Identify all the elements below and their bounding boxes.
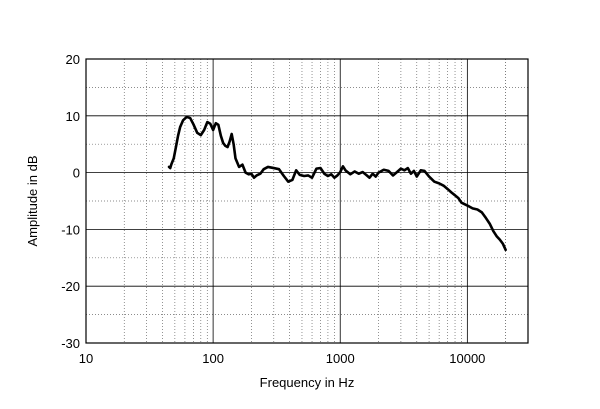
y-tick-label: 10 — [66, 109, 80, 124]
y-tick-label: 0 — [73, 166, 80, 181]
y-axis-title: Amplitude in dB — [25, 155, 40, 246]
plot-frame — [85, 58, 529, 344]
x-tick-label: 10000 — [449, 351, 485, 366]
plot-layer — [167, 115, 507, 252]
y-tick-label: -10 — [61, 222, 80, 237]
x-axis-title: Frequency in Hz — [260, 375, 355, 390]
series-line — [167, 115, 507, 252]
x-tick-label: 100 — [202, 351, 224, 366]
y-tick-label: 20 — [66, 52, 80, 67]
y-tick-label: -30 — [61, 336, 80, 351]
y-tick-label: -20 — [61, 279, 80, 294]
x-tick-label: 1000 — [326, 351, 355, 366]
x-tick-label: 10 — [79, 351, 93, 366]
